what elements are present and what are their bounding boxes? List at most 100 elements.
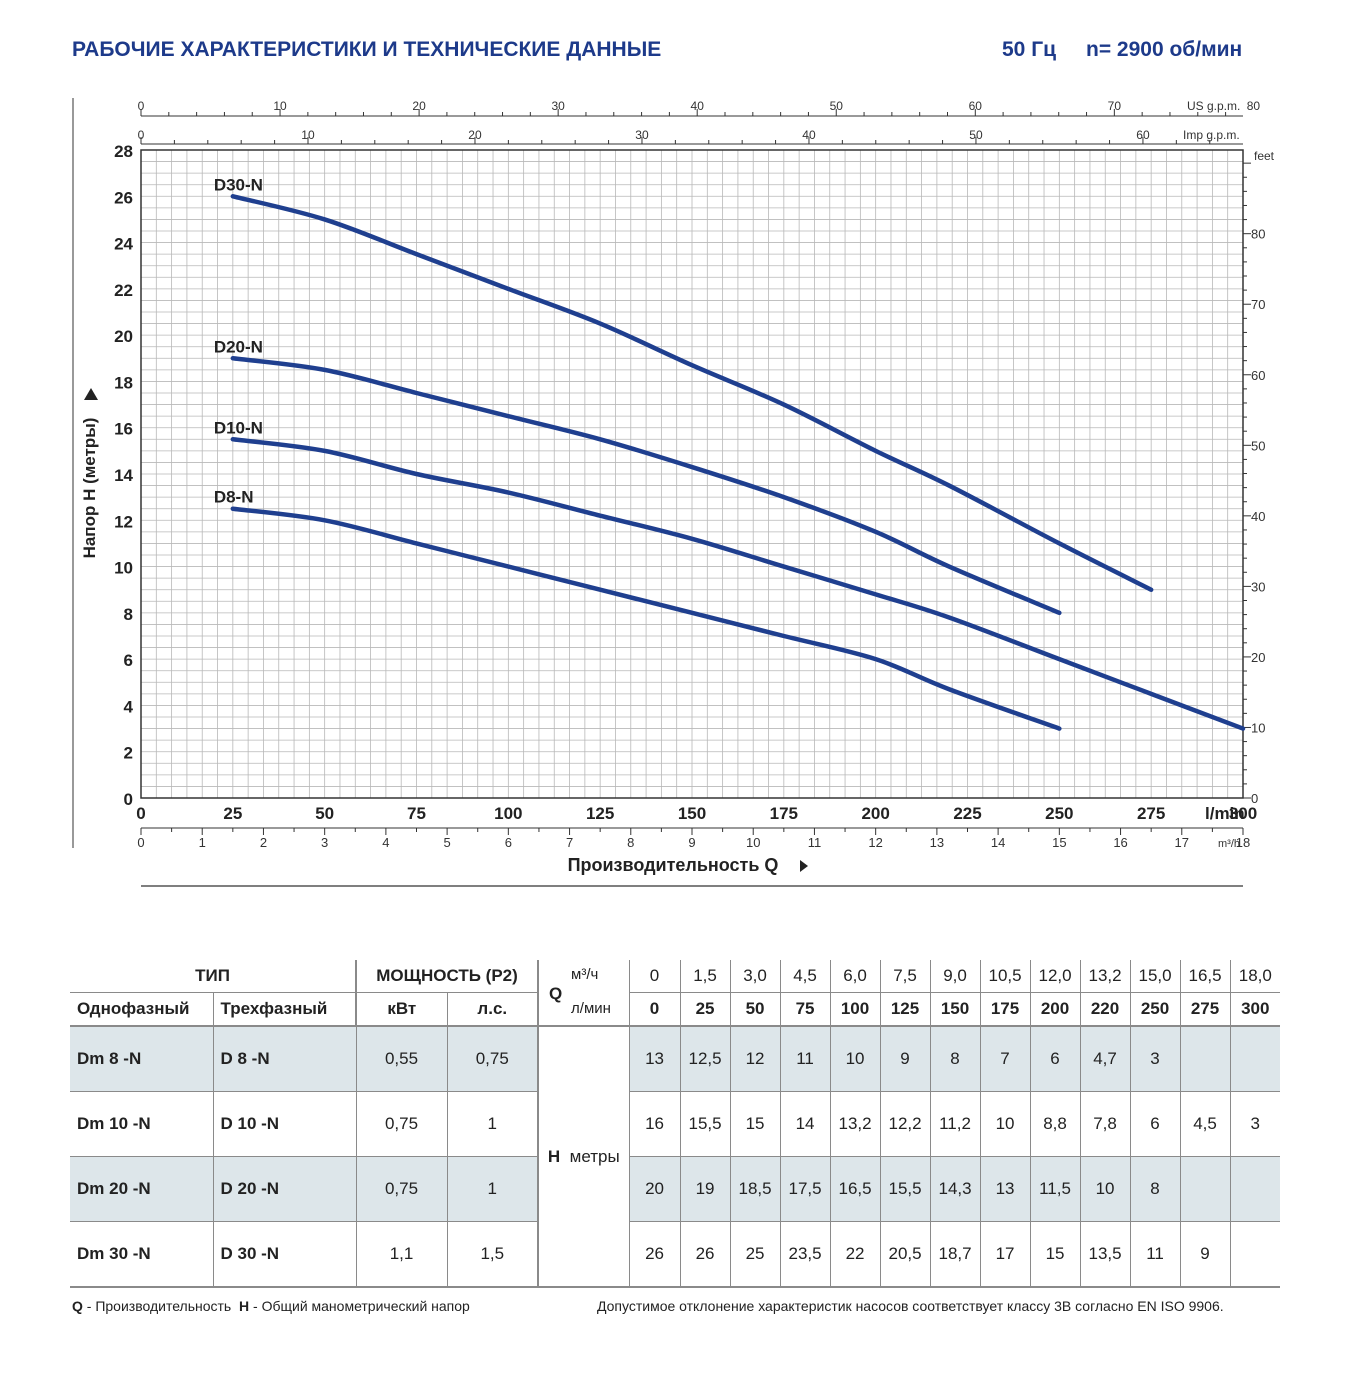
q-m3h-value: 6,0 [829,960,881,993]
head-value: 18,7 [929,1221,981,1288]
tick-label-x-lmin: 125 [586,804,614,823]
head-value: 4,7 [1079,1026,1131,1092]
tick-label-y: 10 [114,559,133,578]
head-value: 23,5 [779,1221,831,1288]
tick-label-top-imp: 30 [635,128,649,142]
tick-label-x-m3h: 2 [260,835,267,850]
head-value: 8 [929,1026,981,1092]
tick-label-top-us: 40 [691,99,705,113]
head-value: 26 [628,1221,681,1288]
q-m3h-value: 12,0 [1029,960,1081,993]
head-value: 15,5 [879,1156,931,1222]
kw-header: кВт [355,992,448,1027]
series-line [230,356,1062,616]
h-unit: метры [564,1146,620,1166]
head-value: 20 [628,1156,681,1222]
unit-x-m3h: m³/h [1218,838,1240,850]
power-kw: 0,75 [355,1156,448,1222]
tick-label-top-us: 10 [273,99,287,113]
head-value: 17,5 [779,1156,831,1222]
m3h-unit: м³/ч [571,966,599,983]
lmin-unit: л/мин [571,1000,611,1017]
head-value: 13 [628,1026,681,1092]
tick-label-top-us: 30 [551,99,565,113]
grid-lines [140,149,1244,799]
head-value: 12,5 [679,1026,731,1092]
head-value: 10 [979,1091,1031,1157]
tick-label-x-m3h: 11 [808,835,822,850]
q-lmin-value: 50 [729,992,781,1027]
tick-label-right-feet: 40 [1251,509,1265,524]
three-phase-model: D 8 -N [212,1026,357,1092]
tick-label-x-m3h: 9 [688,835,695,850]
q-m3h-value: 7,5 [879,960,931,993]
head-value: 9 [879,1026,931,1092]
tick-label-x-lmin: 275 [1137,804,1165,823]
head-value: 10 [829,1026,881,1092]
series-d10-n: D10-N [214,418,1246,731]
head-value: 15,5 [679,1091,731,1157]
hp-header: л.с. [446,992,539,1027]
head-value: 3 [1229,1091,1281,1157]
page-title: РАБОЧИЕ ХАРАКТЕРИСТИКИ И ТЕХНИЧЕСКИЕ ДАН… [72,38,662,61]
head-value: 6 [1129,1091,1181,1157]
tick-label-x-lmin: 100 [494,804,522,823]
tick-label-x-lmin: 300 [1229,804,1257,823]
tick-label-y: 8 [124,605,133,624]
power-hp: 1,5 [446,1221,539,1288]
tick-label-x-m3h: 10 [746,835,760,850]
head-value: 13 [979,1156,1031,1222]
series-label: D8-N [214,488,254,507]
single-phase-model: Dm 20 -N [70,1156,213,1222]
footer-legend: Q - Производительность H - Общий маномет… [72,1298,470,1314]
three-phase-model: D 30 -N [212,1221,357,1288]
head-value: 18,5 [729,1156,781,1222]
tick-label-top-us: 20 [412,99,426,113]
head-value: 20,5 [879,1221,931,1288]
q-lmin-value: 250 [1129,992,1181,1027]
head-value: 11,5 [1029,1156,1081,1222]
table-row: Dm 30 -N D 30 -N 1,1 1,5 26 26 25 23,5 22 20,5 18,… [70,1221,1281,1288]
tick-label-x-lmin: 225 [953,804,981,823]
series-label: D20-N [214,337,263,356]
y-axis-label: Напор H (метры) [80,418,99,559]
q-lmin-value: 275 [1179,992,1231,1027]
tick-label-x-lmin: 25 [223,804,242,823]
tick-label-top-imp: 10 [301,128,315,142]
q-lmin-value: 100 [829,992,881,1027]
head-value: 3 [1129,1026,1181,1092]
q-lmin-value: 175 [979,992,1031,1027]
tick-label-x-lmin: 250 [1045,804,1073,823]
head-value: 7,8 [1079,1091,1131,1157]
power-kw: 0,75 [355,1091,448,1157]
tick-label-y: 12 [114,512,133,531]
tick-label-x-lmin: 200 [861,804,889,823]
q-m3h-value: 10,5 [979,960,1031,993]
head-value: 15 [729,1091,781,1157]
tick-label-top-us: 0 [138,99,145,113]
tick-label-top-us: 80 [1247,99,1261,113]
series-label: D10-N [214,418,263,437]
head-value: 9 [1179,1221,1231,1288]
head-value: 25 [729,1221,781,1288]
h-label-cell: H метры [537,1026,630,1288]
single-phase-model: Dm 8 -N [70,1026,213,1092]
tick-label-top-us: 70 [1108,99,1122,113]
q-m3h-value: 4,5 [779,960,831,993]
series-line [230,506,1062,731]
tick-label-top-imp: 50 [969,128,983,142]
series-d20-n: D20-N [214,337,1062,616]
single-phase-model: Dm 10 -N [70,1091,213,1157]
q-lmin-value: 75 [779,992,831,1027]
tick-label-x-lmin: 0 [136,804,145,823]
head-value: 16 [628,1091,681,1157]
q-lmin-value: 125 [879,992,931,1027]
tick-label-x-m3h: 7 [566,835,573,850]
x-axis-arrow-icon [800,860,808,872]
footer-q-text: - Производительность [82,1298,232,1314]
tick-label-x-m3h: 12 [868,835,882,850]
tick-label-right-feet: 20 [1251,650,1265,665]
power-hp: 1 [446,1091,539,1157]
frequency-label: 50 Гц [1002,38,1057,61]
